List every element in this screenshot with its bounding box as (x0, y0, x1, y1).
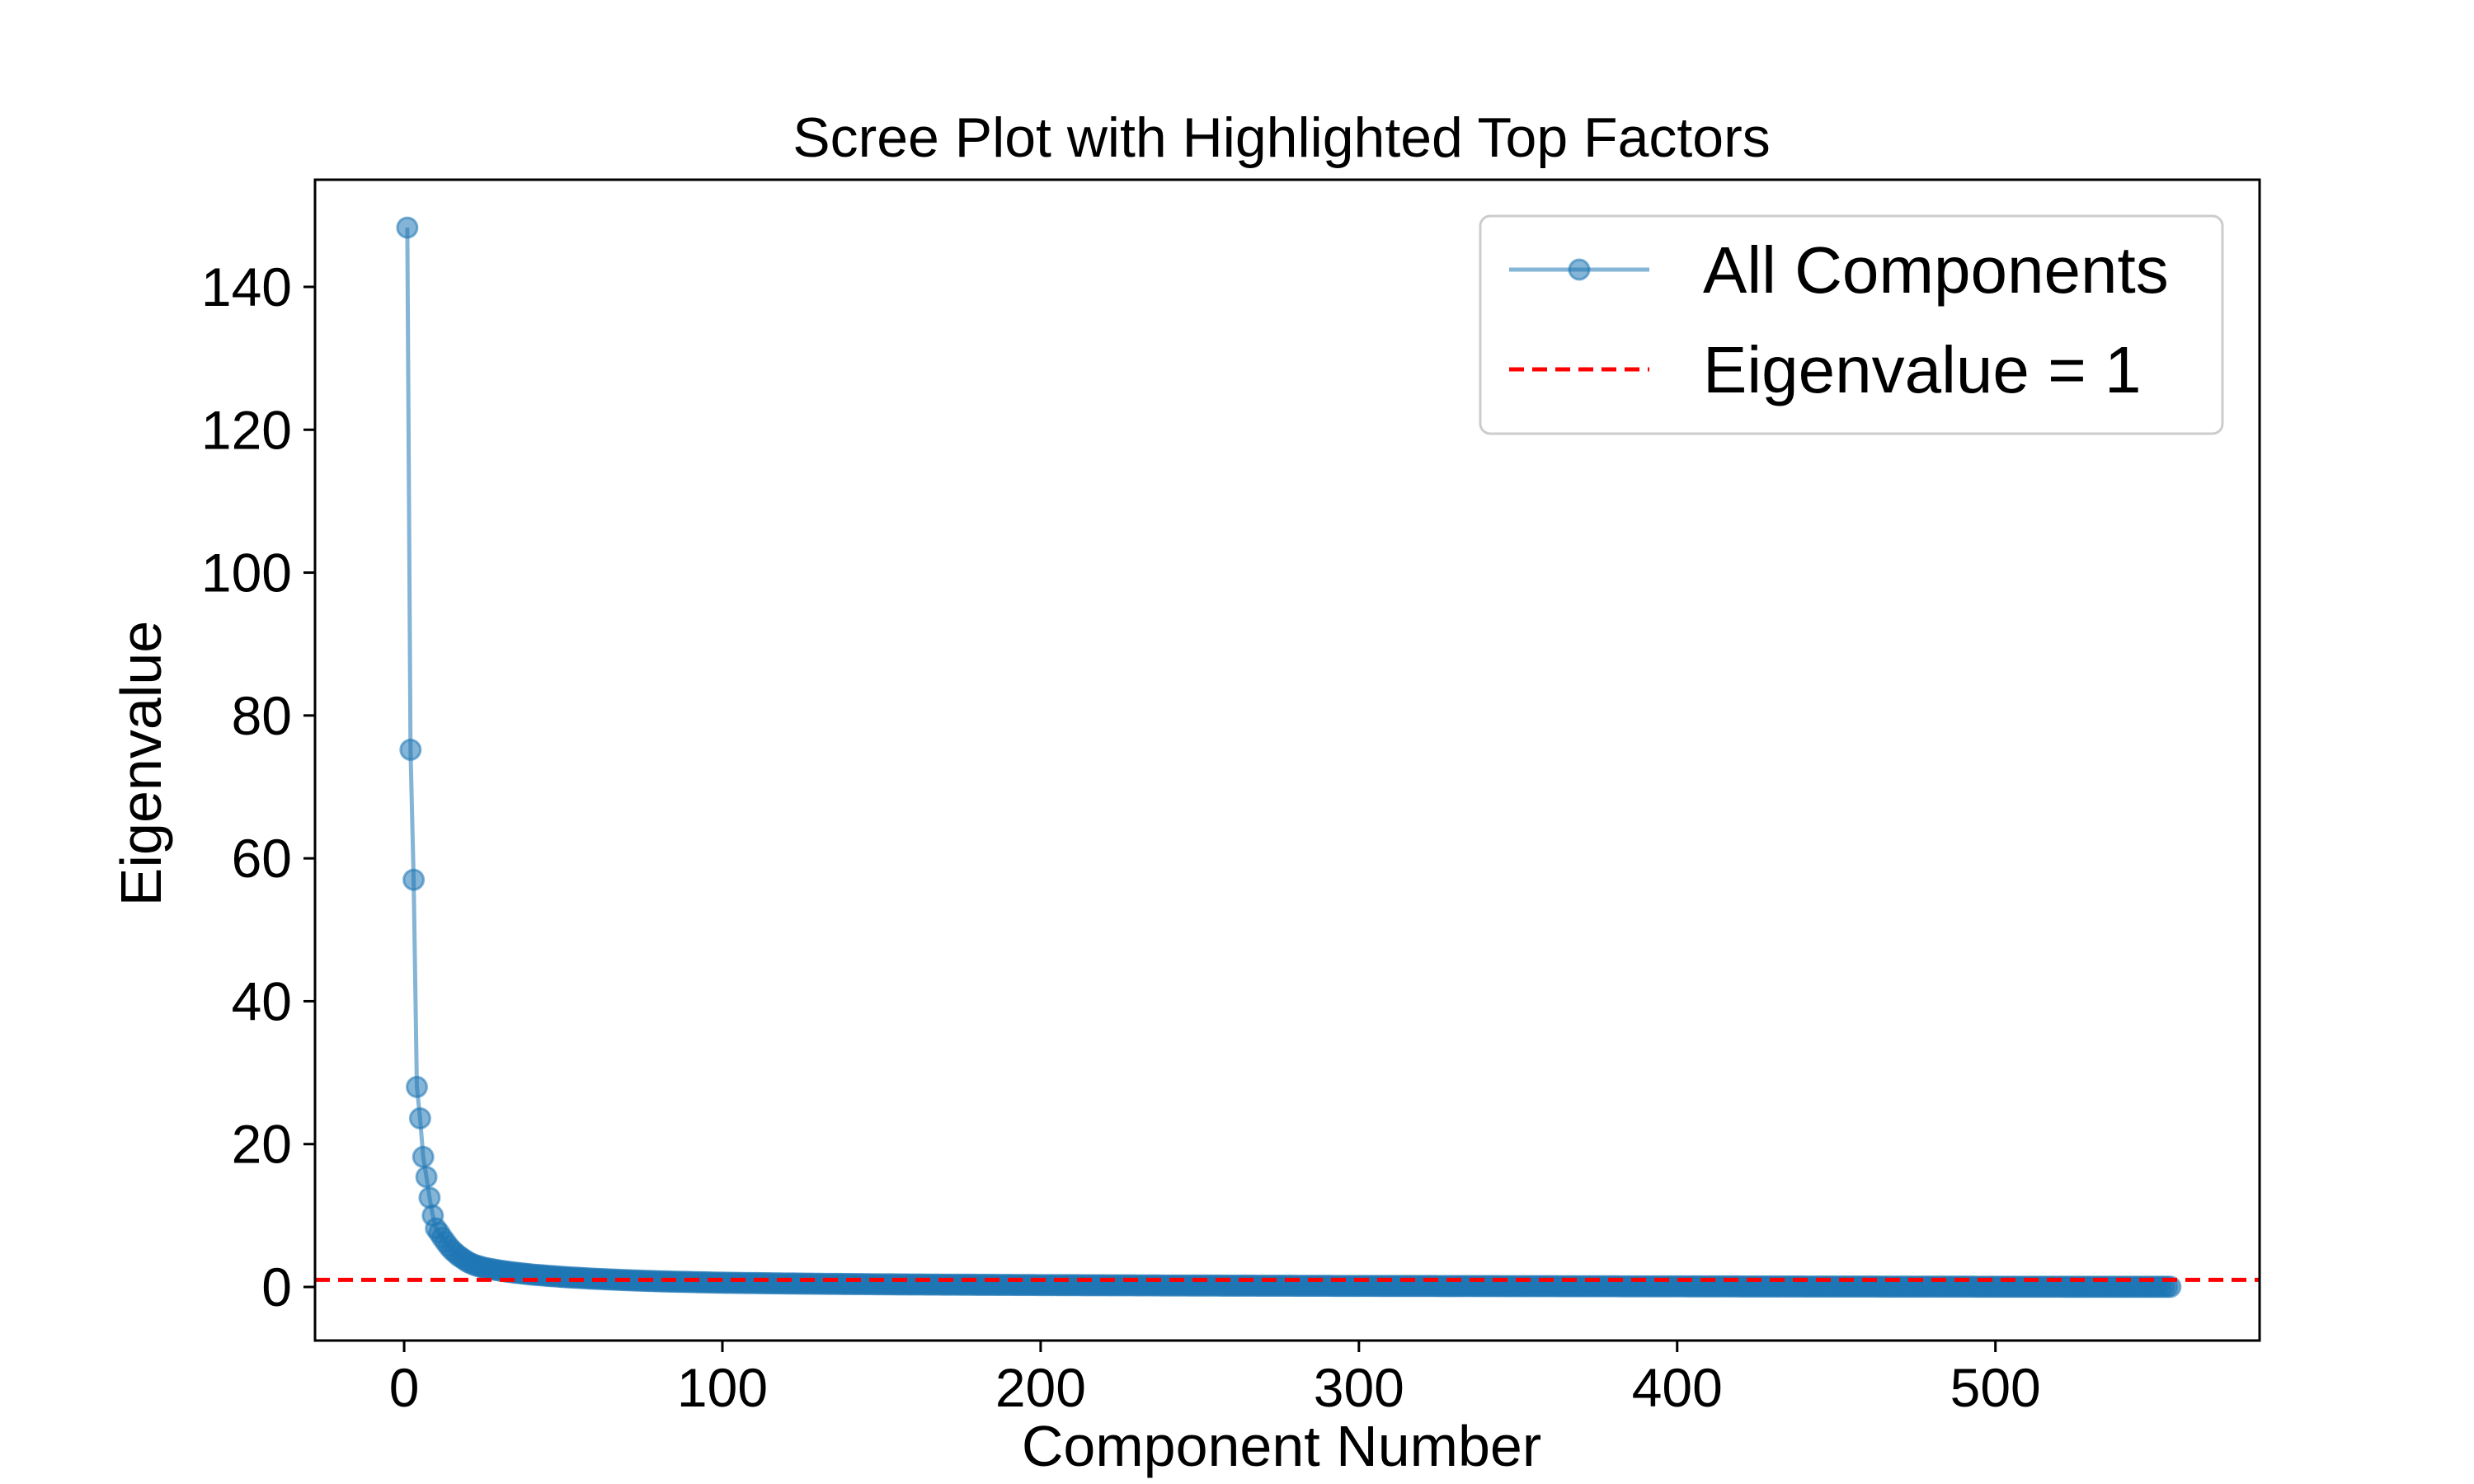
y-tick-label: 100 (201, 542, 292, 603)
legend-label-all-components: All Components (1703, 233, 2169, 307)
x-axis-label: Component Number (1022, 1414, 1541, 1478)
data-point (406, 1075, 428, 1098)
data-point (408, 1107, 431, 1129)
chart-title: Scree Plot with Highlighted Top Factors (793, 106, 1771, 169)
x-tick-label: 0 (389, 1357, 420, 1418)
y-tick-label: 40 (232, 970, 292, 1031)
y-tick-label: 60 (232, 828, 292, 889)
y-tick-label: 20 (232, 1114, 292, 1175)
data-point (396, 216, 419, 239)
y-tick-label: 120 (201, 399, 292, 460)
x-ticks: 0 100 200 300 400 500 (389, 1341, 2041, 1418)
y-tick-label: 80 (232, 685, 292, 746)
y-ticks: 0 20 40 60 80 100 120 140 (201, 256, 315, 1317)
data-layer (315, 216, 2260, 1298)
data-point (399, 738, 422, 761)
x-tick-label: 100 (677, 1357, 768, 1418)
data-point (418, 1186, 441, 1209)
data-point (412, 1145, 435, 1168)
legend-box (1479, 214, 2224, 435)
data-point (415, 1166, 438, 1189)
x-tick-label: 400 (1632, 1357, 1723, 1418)
legend: All Components Eigenvalue = 1 (1479, 214, 2224, 435)
axes-frame (313, 178, 2261, 1342)
legend-marker-all-components (1568, 258, 1591, 281)
y-axis-label: Eigenvalue (109, 621, 173, 906)
y-tick-label: 140 (201, 256, 292, 317)
x-tick-label: 200 (995, 1357, 1086, 1418)
legend-label-eigenvalue-threshold: Eigenvalue = 1 (1703, 333, 2142, 406)
data-point (402, 868, 426, 891)
x-tick-label: 300 (1314, 1357, 1404, 1418)
x-tick-label: 500 (1950, 1357, 2041, 1418)
y-tick-label: 0 (261, 1256, 292, 1317)
